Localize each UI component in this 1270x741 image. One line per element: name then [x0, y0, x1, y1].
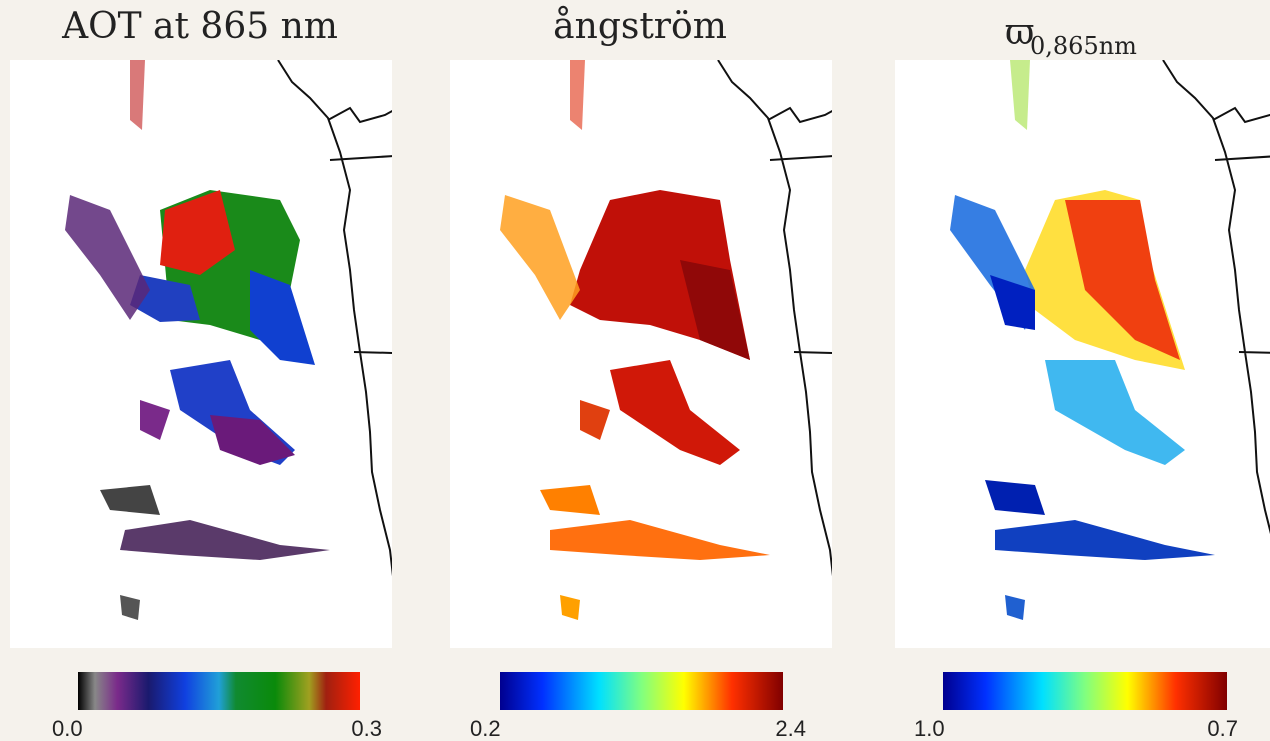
colorbar-label: 0.3 [351, 716, 382, 741]
colorbar [943, 672, 1227, 710]
map [450, 60, 832, 648]
colorbar-label: 2.4 [775, 716, 806, 741]
colorbar-label: 0.2 [470, 716, 501, 741]
colorbar-label: 1.0 [914, 716, 945, 741]
panel-title: ϖ [1005, 12, 1034, 53]
map [895, 60, 1270, 648]
panel-title: AOT at 865 nm [61, 6, 338, 47]
colorbar-label: 0.0 [52, 716, 83, 741]
panel-title-subscript: 0,865nm [1030, 32, 1137, 60]
colorbar [78, 672, 360, 710]
colorbar [500, 672, 783, 710]
colorbar-label: 0.7 [1207, 716, 1238, 741]
map [10, 60, 392, 648]
panel-title: ångström [553, 6, 727, 47]
